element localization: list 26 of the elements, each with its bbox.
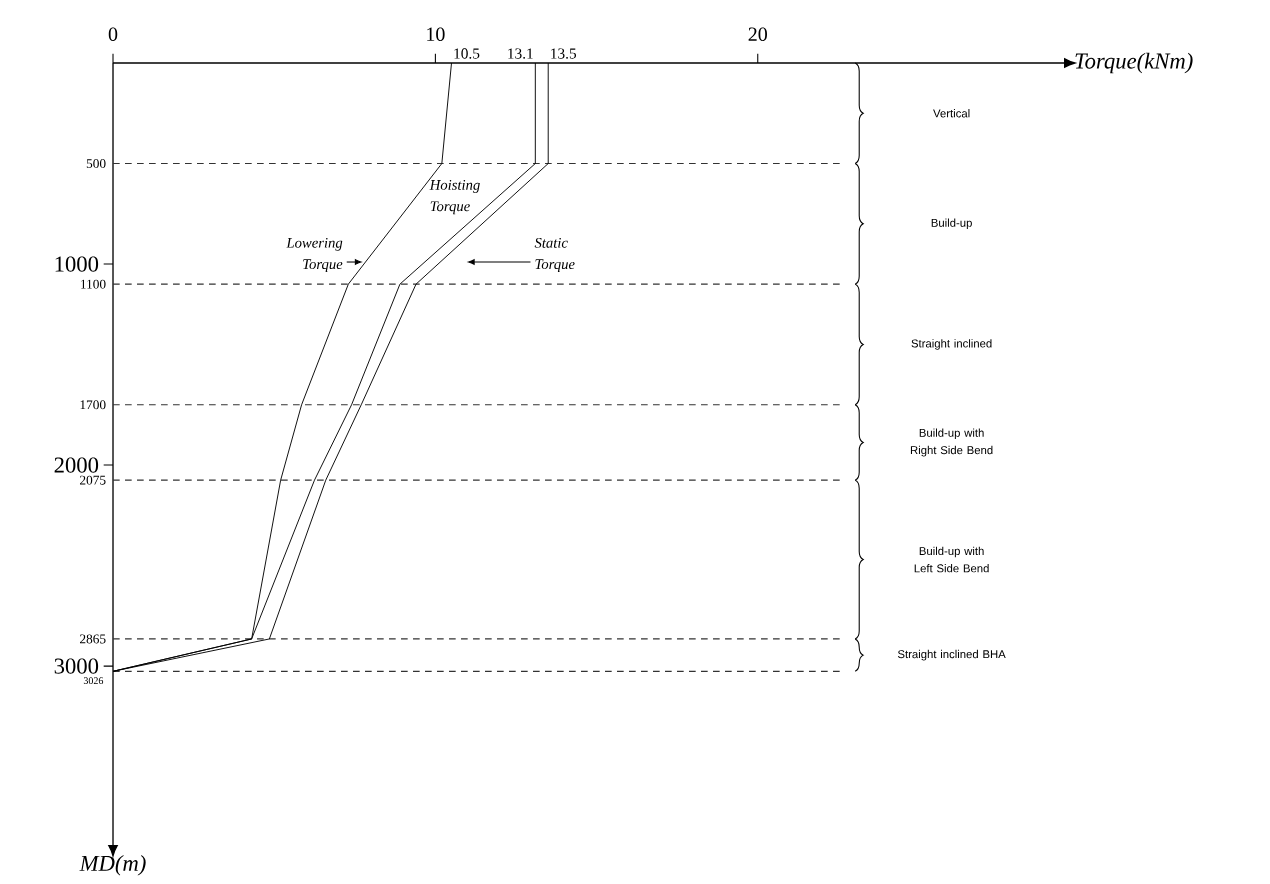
- ref-line-label: 1700: [80, 400, 106, 410]
- annotation: Straight inclined: [911, 339, 992, 350]
- x-tick-label: 20: [748, 27, 767, 41]
- y-tick-label: 1000: [55, 256, 99, 272]
- y-tick-label: 3000: [54, 658, 99, 674]
- annotation: 10.5: [454, 48, 480, 59]
- annotation: 13.1: [508, 48, 533, 59]
- series-label: Lowering Torque: [286, 237, 343, 273]
- annotation: Build-up with Right Side Bend: [910, 428, 993, 457]
- ref-line-label: 3026: [83, 677, 104, 685]
- x-axis-title: Torque(kNm): [1075, 52, 1193, 74]
- series-label: Hoisting Torque: [429, 180, 480, 215]
- annotation: Build-up: [931, 218, 972, 230]
- ref-line-label: 2865: [79, 634, 106, 644]
- legend-label: Static Torque: [534, 237, 575, 273]
- annotation: 13.5: [551, 48, 577, 59]
- x-tick-label: 0: [108, 27, 118, 41]
- ref-line-label: 2075: [79, 475, 106, 485]
- annotation: Straight inclined BHA: [897, 649, 1006, 661]
- annotation: Build-up with Left Side Bend: [914, 546, 989, 573]
- ref-line-label: 1100: [81, 279, 106, 289]
- x-tick-label: 10: [427, 27, 445, 41]
- ref-line-label: 500: [86, 159, 106, 169]
- annotation: Vertical: [933, 109, 970, 118]
- y-axis-title: MD(m): [79, 855, 146, 876]
- y-tick-label: 2000: [54, 457, 99, 473]
